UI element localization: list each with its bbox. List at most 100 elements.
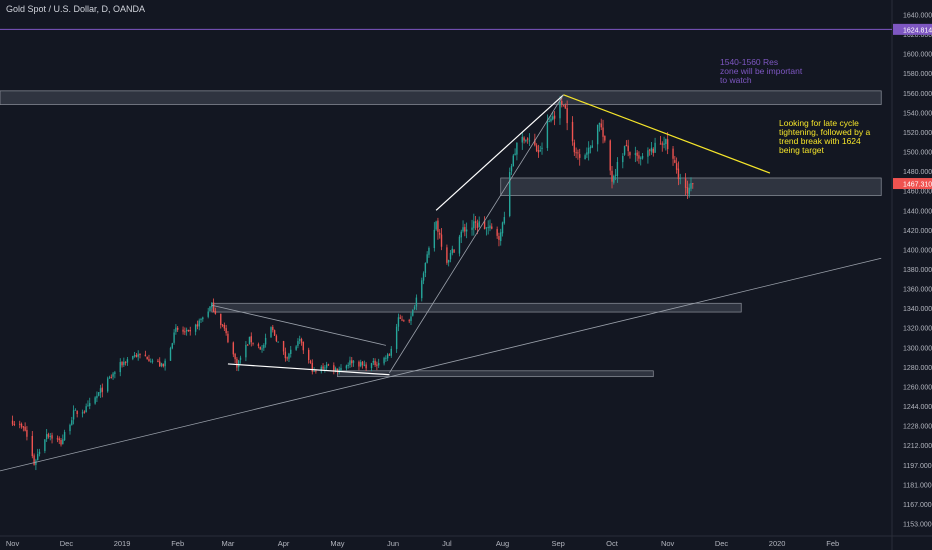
candle-body (31, 436, 34, 457)
candle-body (234, 353, 236, 360)
candle-body (124, 361, 127, 363)
candle-body (600, 123, 602, 128)
x-tick-label: Nov (6, 539, 20, 548)
candle-body (132, 355, 134, 359)
candle-body (11, 420, 14, 425)
y-tick-label: 1197.000 (903, 463, 932, 470)
candle-body (160, 363, 163, 367)
candle-body (460, 231, 462, 238)
candle-body (300, 338, 303, 343)
candle-body (666, 139, 669, 150)
x-tick-label: Jun (387, 539, 399, 548)
candle-body (512, 155, 515, 167)
candle-body (485, 227, 488, 229)
candle-body (327, 364, 330, 366)
candle-body (528, 140, 531, 142)
candle-body (200, 319, 202, 321)
candle-body (462, 227, 464, 232)
candle-body (71, 420, 73, 425)
candle-body (388, 354, 391, 356)
candle-body (625, 145, 628, 147)
candle-body (374, 360, 376, 366)
candle-body (250, 336, 252, 343)
candle-body (652, 149, 654, 153)
candle-body (674, 160, 676, 163)
candle-body (609, 140, 611, 171)
candle-body (76, 410, 78, 415)
candle-body (26, 429, 28, 437)
trendline-gray (0, 257, 882, 472)
candle-body (313, 370, 315, 372)
y-tick-label: 1212.000 (903, 443, 932, 450)
candle-body (553, 115, 556, 119)
candle-body (386, 354, 389, 359)
candle-body (613, 176, 615, 183)
candle-body (679, 178, 681, 180)
candle-body (259, 346, 261, 350)
candle-body (437, 220, 439, 232)
tightening-annotation: Looking for late cycle tightening, follo… (779, 118, 871, 155)
candle-body (246, 344, 249, 346)
candle-body (273, 330, 276, 336)
candle-body (413, 307, 416, 309)
candle-body (334, 368, 337, 371)
candle-body (211, 302, 213, 308)
candle-body (361, 361, 364, 366)
candle-body (449, 252, 452, 260)
zone-rect (211, 302, 742, 313)
candle-body (212, 302, 215, 312)
candle-body (474, 221, 477, 224)
candle-body (602, 127, 604, 137)
candle-body (659, 143, 662, 145)
candle-body (465, 229, 468, 232)
candle-body (214, 310, 217, 314)
candle-body (487, 227, 489, 229)
candle-body (424, 262, 427, 273)
candle-body (623, 145, 626, 155)
zone-rect (337, 370, 654, 378)
candle-body (440, 234, 443, 247)
candle-body (173, 332, 175, 343)
candle-body (428, 247, 430, 255)
candle-body (157, 360, 159, 363)
candle-body (539, 150, 541, 152)
candle-body (376, 364, 378, 366)
candle-body (363, 364, 366, 366)
candle-body (403, 320, 405, 322)
candle-body (207, 311, 209, 317)
candle-body (336, 368, 339, 373)
candle-body (654, 142, 656, 153)
candle-body (650, 147, 653, 152)
candle-body (638, 155, 640, 159)
candle-body (35, 460, 37, 465)
candle-body (598, 122, 601, 125)
candle-body (579, 154, 581, 158)
candle-body (202, 317, 204, 320)
candle-body (439, 232, 441, 235)
candle-body (446, 247, 448, 263)
candle-body (634, 153, 637, 155)
candle-body (245, 345, 247, 358)
candle-body (561, 101, 563, 105)
candle-body (521, 136, 523, 143)
candle-body (106, 378, 109, 392)
trendline-gray (211, 304, 386, 346)
candle-body (60, 439, 62, 445)
candle-body (370, 363, 373, 368)
y-tick-label: 1400.000 (903, 247, 932, 254)
candle-body (288, 353, 290, 359)
candle-body (286, 357, 288, 359)
candle-body (566, 108, 568, 124)
candle-body (509, 172, 511, 217)
candle-body (665, 138, 667, 145)
candle-body (108, 377, 111, 379)
candle-body (415, 297, 418, 307)
candle-body (627, 145, 629, 152)
last-price-label: 1467.310 (903, 182, 932, 189)
trendline-yellow (563, 94, 771, 174)
candle-body (99, 388, 102, 393)
x-tick-label: Nov (661, 539, 675, 548)
candle-body (584, 155, 586, 160)
candle-body (604, 135, 606, 141)
